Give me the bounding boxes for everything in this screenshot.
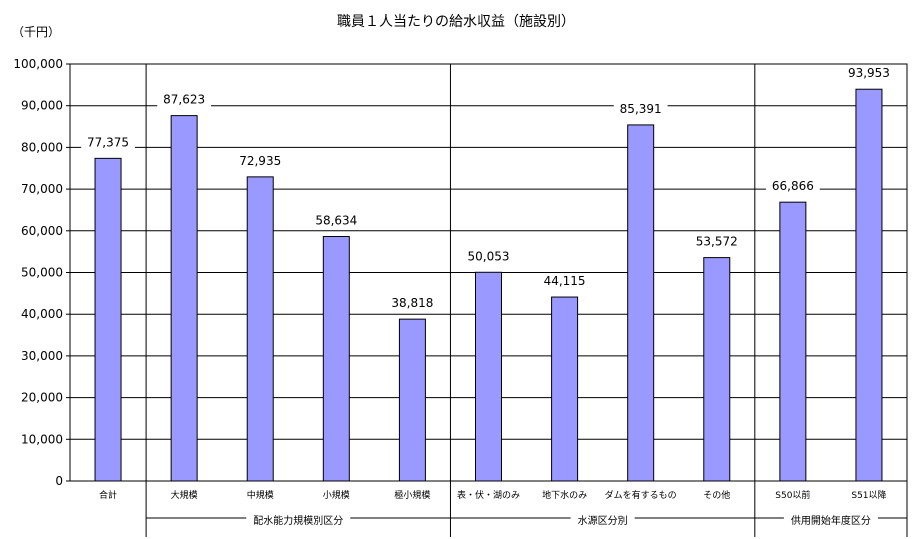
category-label: その他 [703,489,730,501]
group-labels: 配水能力規模別区分 水源区分別 供用開始年度区分 [146,510,907,527]
category-label: 表・伏・湖のみ [457,489,520,501]
value-label: 58,634 [315,213,357,227]
bar [246,176,274,482]
category-label: 合計 [99,489,117,501]
value-label-background [309,213,364,229]
group-label-background [246,510,351,526]
category-label: S51以降 [851,489,886,501]
y-tick-label: 40,000 [21,307,63,321]
group-label-background [570,510,635,526]
category-label: 極小規模 [394,489,430,501]
bar [170,115,198,482]
y-tick-label: 50,000 [21,266,63,280]
value-label-background [157,92,212,108]
value-label-background [765,179,820,195]
y-tick-label: 70,000 [21,182,63,196]
chart-title: 職員１人当たりの給水収益（施設別） [337,14,575,30]
y-axis-ticks: 0 10,000 20,000 30,000 40,000 50,000 60,000 70,… [13,57,70,488]
category-label: S50以前 [775,489,810,501]
value-label: 50,053 [468,249,510,263]
group-label: 水源区分別 [578,514,628,527]
bar [703,257,731,482]
bars [94,88,883,482]
value-label-background [842,66,896,82]
group-label: 配水能力規模別区分 [253,514,343,527]
y-tick-label: 80,000 [21,140,63,154]
bar [551,296,579,482]
value-label: 87,623 [163,93,205,107]
category-label: 地下水のみ [542,489,587,501]
category-label: ダムを有するもの [605,489,677,501]
value-label-background [689,234,744,250]
bar [94,157,122,482]
value-label: 38,818 [391,296,433,310]
value-label: 72,935 [239,154,281,168]
y-tick-label: 20,000 [21,391,63,405]
category-labels: 合計 大規模 中規模 小規模 極小規模 表・伏・湖のみ 地下水のみ ダムを有するもの その他 S5… [99,489,887,501]
category-label: 小規模 [323,490,350,501]
value-label-background [385,296,440,312]
value-labels: 77,375 87,623 72,935 58,634 38,818 50,053 44,1… [81,66,896,312]
value-label: 53,572 [696,235,738,249]
value-label-background [81,135,135,151]
bar [627,124,655,482]
value-label-background [613,101,668,117]
group-label: 供用開始年度区分 [791,514,871,527]
plot-frame [69,63,908,482]
y-tick-label: 0 [55,474,63,488]
value-label: 85,391 [620,102,662,116]
y-tick-label: 10,000 [21,432,63,446]
y-tick-label: 30,000 [21,349,63,363]
y-tick-label: 60,000 [21,224,63,238]
y-axis-unit-label: （千円） [12,25,60,39]
group-label-background [783,510,878,526]
y-tick-label: 90,000 [21,99,63,113]
bar [475,271,502,482]
value-label: 44,115 [544,274,586,288]
value-label: 93,953 [848,66,890,80]
bar [322,235,350,482]
category-label: 大規模 [171,489,198,501]
value-label: 66,866 [772,179,814,193]
value-label-background [537,274,592,290]
bar [855,88,883,482]
category-label: 中規模 [247,489,274,501]
group-dividers [145,64,908,537]
y-tick-label: 100,000 [13,57,63,71]
value-label-background [233,153,288,169]
bar [398,318,426,482]
value-label: 77,375 [87,135,129,149]
value-label-background [461,249,516,265]
bar [779,201,807,482]
